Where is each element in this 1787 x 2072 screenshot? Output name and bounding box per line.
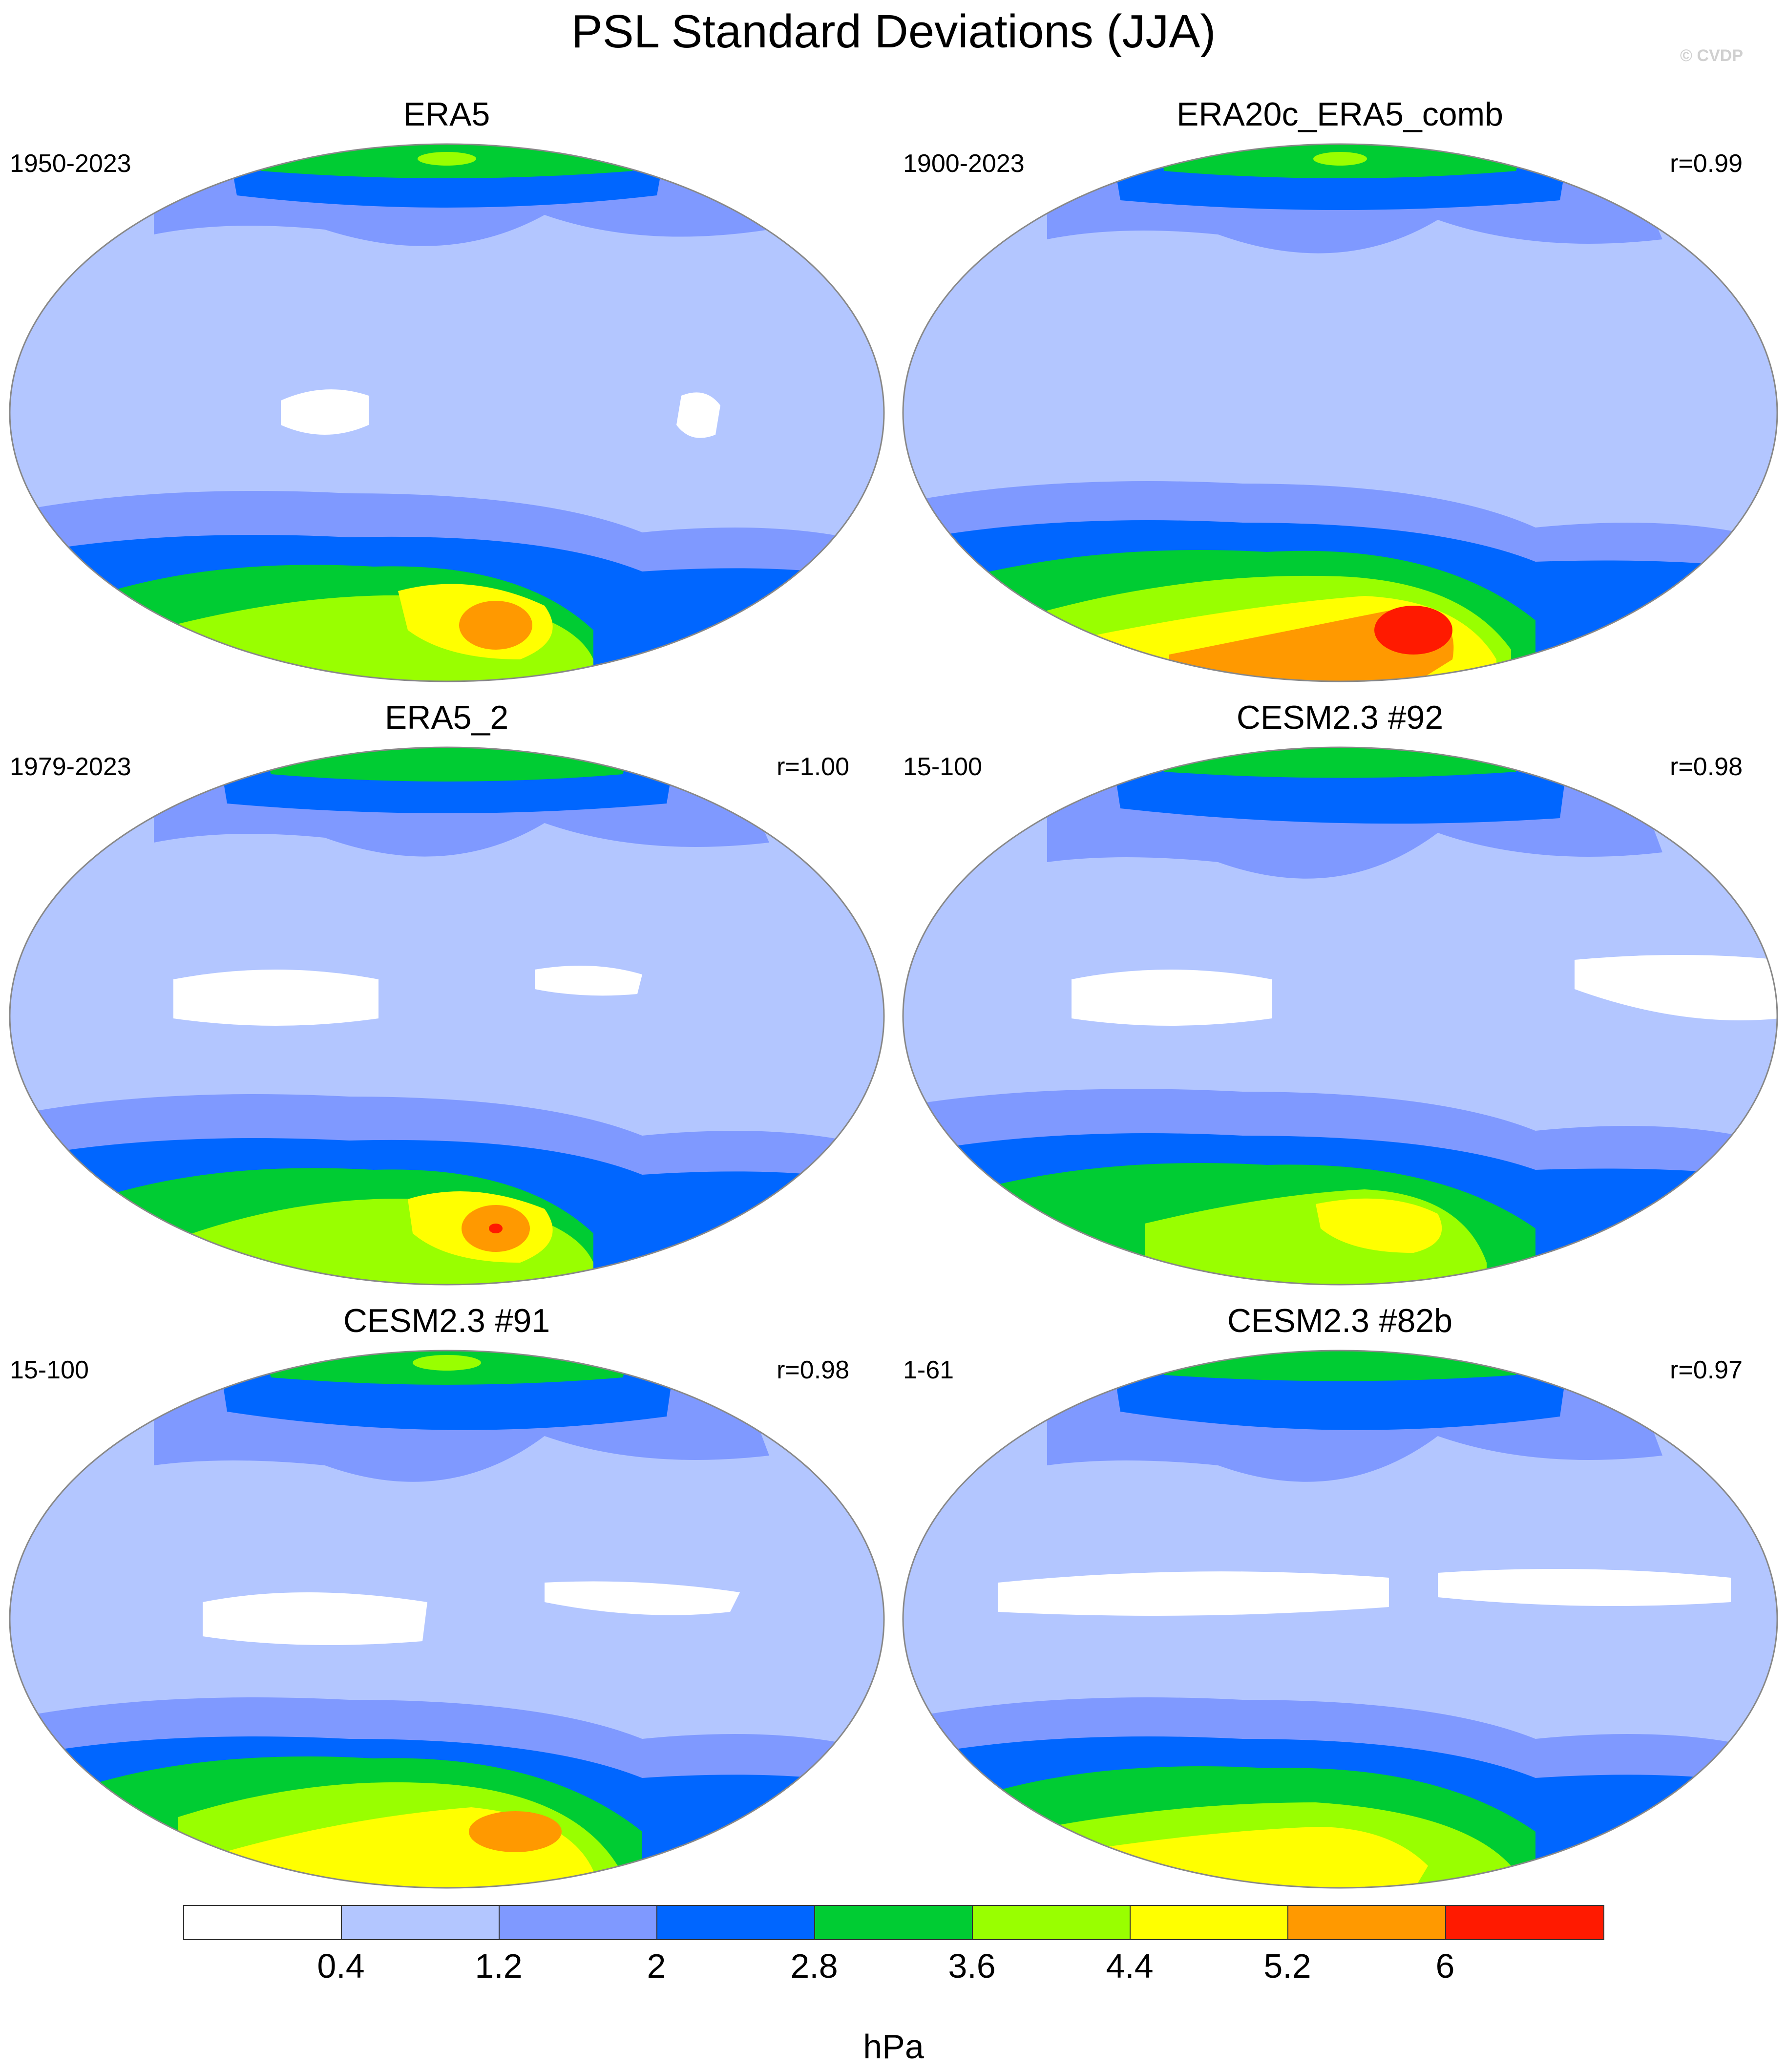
colorbar-swatch: [183, 1905, 342, 1940]
colorbar-swatch: [814, 1905, 973, 1940]
colorbar-tick-label: 2.8: [790, 1947, 838, 1985]
panel-era5: ERA5 1950-2023: [0, 0, 893, 682]
panel-era20c-era5-comb: ERA20c_ERA5_comb 1900-2023 r=0.99: [893, 0, 1787, 682]
panel-period: 15-100: [10, 1356, 89, 1384]
panel-title: ERA20c_ERA5_comb: [1176, 96, 1503, 133]
panel-period: 15-100: [903, 753, 982, 781]
colorbar-swatch: [499, 1905, 657, 1940]
panel-period: 1950-2023: [10, 149, 131, 178]
colorbar-tick-label: 6: [1435, 1947, 1455, 1985]
panel-period: 1900-2023: [903, 149, 1025, 178]
psl-stddev-map: [902, 143, 1778, 682]
colorbar-tick-label: 5.2: [1263, 1947, 1311, 1985]
colorbar-tick-label: 0.4: [317, 1947, 365, 1985]
colorbar-swatch: [1130, 1905, 1288, 1940]
figure-title: PSL Standard Deviations (JJA): [571, 5, 1216, 58]
colorbar-swatch: [656, 1905, 815, 1940]
colorbar-swatch: [1287, 1905, 1446, 1940]
psl-stddev-map: [9, 746, 885, 1286]
panel-title: CESM2.3 #82b: [1227, 1302, 1453, 1339]
psl-stddev-map: [902, 1350, 1778, 1889]
panel-correlation: r=0.97: [1670, 1356, 1743, 1384]
psl-stddev-map: [902, 746, 1778, 1286]
psl-stddev-map: [9, 1350, 885, 1889]
panel-cesm23-82b: CESM2.3 #82b 1-61 r=0.97: [893, 1206, 1787, 1889]
panel-cesm23-92: CESM2.3 #92 15-100 r=0.98: [893, 603, 1787, 1286]
colorbar: [183, 1905, 1604, 1940]
colorbar-swatch: [1445, 1905, 1604, 1940]
psl-stddev-map: [9, 143, 885, 682]
panel-title: CESM2.3 #91: [343, 1302, 550, 1339]
panel-correlation: r=0.98: [777, 1356, 849, 1384]
cvdp-credit: © CVDP: [1680, 46, 1743, 65]
panel-period: 1-61: [903, 1356, 954, 1384]
colorbar-tick-label: 4.4: [1106, 1947, 1154, 1985]
colorbar-tick-label: 2: [647, 1947, 666, 1985]
panel-title: CESM2.3 #92: [1236, 699, 1444, 736]
colorbar-swatch: [972, 1905, 1131, 1940]
panel-correlation: r=1.00: [777, 753, 849, 781]
panel-title: ERA5_2: [384, 699, 509, 736]
panel-correlation: r=0.99: [1670, 149, 1743, 178]
panel-correlation: r=0.98: [1670, 753, 1743, 781]
colorbar-tick-label: 1.2: [475, 1947, 523, 1985]
panel-era5-2: ERA5_2 1979-2023 r=1.00: [0, 603, 893, 1286]
colorbar-tick-label: 3.6: [948, 1947, 996, 1985]
panel-title: ERA5: [403, 96, 490, 133]
colorbar-swatch: [341, 1905, 500, 1940]
panel-period: 1979-2023: [10, 753, 131, 781]
colorbar-units: hPa: [863, 2028, 924, 2066]
panel-cesm23-91: CESM2.3 #91 15-100 r=0.98: [0, 1206, 893, 1889]
